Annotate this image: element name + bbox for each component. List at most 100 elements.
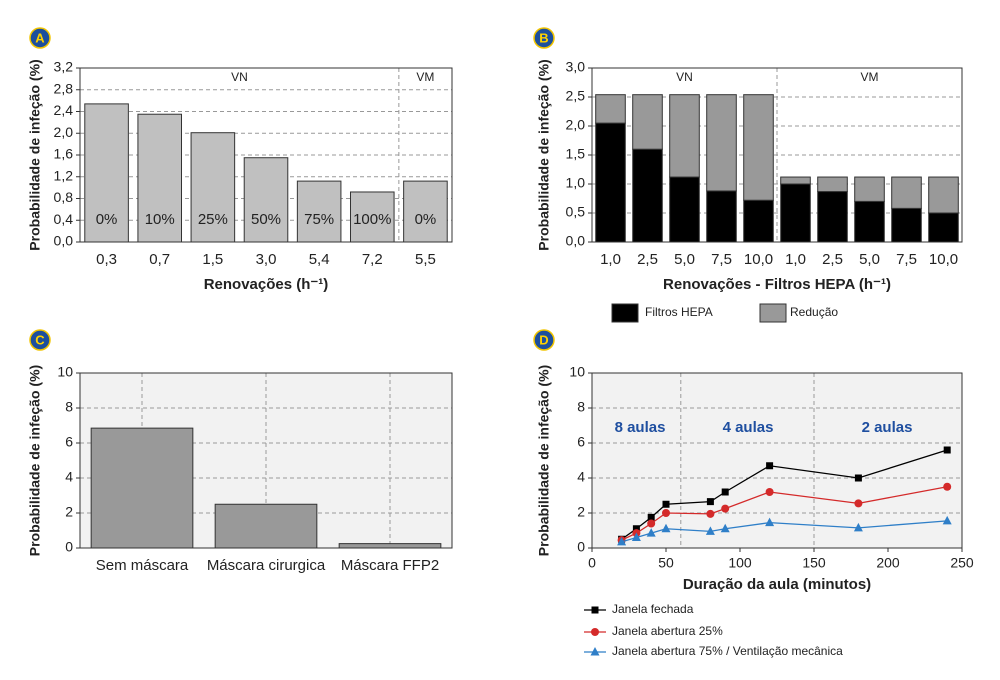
annotation: 8 aulas: [615, 419, 666, 436]
y-tick-label: 8: [577, 399, 585, 415]
bar-label: 50%: [251, 211, 281, 228]
marker: [853, 522, 863, 532]
bar-segment: [632, 94, 663, 150]
y-tick-label: 1,6: [54, 146, 74, 162]
marker: [721, 488, 729, 496]
legend-swatch: [759, 303, 787, 323]
marker: [591, 606, 599, 614]
bar-segment: [706, 94, 737, 192]
y-axis-title: Probabilidade de infeção (%): [27, 365, 43, 556]
marker: [617, 536, 627, 546]
x-tick-label: 150: [802, 555, 826, 571]
x-tick-label: 200: [876, 555, 900, 571]
y-tick-label: 2,8: [54, 80, 74, 96]
y-tick-label: 1,2: [54, 167, 74, 183]
marker: [943, 482, 952, 491]
bar-segment: [780, 176, 811, 185]
y-tick-label: 0: [577, 539, 585, 555]
y-tick-label: 2,0: [566, 117, 586, 133]
plot-frame: [79, 67, 453, 243]
bar: [243, 157, 289, 243]
y-tick-label: 0,0: [566, 233, 586, 249]
marker: [854, 474, 862, 482]
bar-label: 25%: [198, 211, 228, 228]
bar: [90, 427, 194, 549]
marker: [647, 513, 655, 521]
marker: [591, 628, 599, 636]
marker: [765, 517, 775, 527]
x-tick-label: 1,0: [785, 251, 806, 268]
x-tick-label: 10,0: [929, 251, 958, 268]
bar-label: 0%: [96, 211, 118, 228]
y-tick-label: 8: [65, 399, 73, 415]
panel-label: B: [539, 30, 548, 45]
annotation: 2 aulas: [862, 419, 913, 436]
x-tick-label: 5,5: [415, 251, 436, 268]
legend-swatch: [611, 303, 639, 323]
bar: [296, 180, 342, 243]
bar-segment: [817, 191, 848, 243]
legend-label: Janela fechada: [612, 602, 694, 616]
y-axis-title: Probabilidade de infeção (%): [536, 365, 552, 556]
bar-segment: [743, 94, 774, 201]
x-tick-label: Máscara FFP2: [341, 557, 439, 574]
x-tick-label: 2,5: [822, 251, 843, 268]
y-tick-label: 0,8: [54, 189, 74, 205]
bar-label: 75%: [304, 211, 334, 228]
bar-segment: [706, 190, 737, 243]
panel-label: D: [539, 332, 548, 347]
x-tick-label: 0,3: [96, 251, 117, 268]
marker: [854, 499, 863, 508]
y-tick-label: 2: [577, 504, 585, 520]
y-tick-label: 0,0: [54, 233, 74, 249]
x-axis-title: Renovações (h⁻¹): [204, 276, 329, 293]
marker: [632, 525, 640, 533]
bar-segment: [669, 94, 700, 178]
x-tick-label: 7,2: [362, 251, 383, 268]
marker: [765, 488, 774, 496]
y-tick-label: 6: [65, 434, 73, 450]
bar: [214, 503, 318, 549]
y-tick-label: 2,5: [566, 88, 586, 104]
bar: [338, 543, 442, 549]
bar-segment: [891, 176, 922, 209]
x-tick-label: Máscara cirurgica: [207, 557, 326, 574]
marker: [943, 446, 951, 454]
y-tick-label: 6: [577, 434, 585, 450]
legend-label: Janela abertura 25%: [612, 624, 723, 638]
bar-label: 10%: [145, 211, 175, 228]
bar-segment: [928, 176, 959, 214]
y-tick-label: 0: [65, 539, 73, 555]
bar-segment: [817, 176, 848, 193]
marker: [705, 526, 715, 535]
x-axis-title: Duração da aula (minutos): [683, 576, 871, 593]
bar-segment: [595, 122, 626, 243]
y-tick-label: 3,0: [566, 59, 586, 75]
region-label: VM: [416, 70, 434, 84]
marker: [647, 519, 656, 528]
x-tick-label: 50: [658, 555, 674, 571]
marker: [662, 500, 670, 508]
marker: [942, 515, 952, 525]
y-tick-label: 0,5: [566, 204, 586, 220]
y-axis-title: Probabilidade de infeção (%): [27, 59, 43, 250]
x-axis-title: Renovações - Filtros HEPA (h⁻¹): [663, 276, 891, 293]
marker: [646, 528, 656, 537]
marker: [706, 509, 715, 518]
bar-segment: [854, 200, 885, 243]
y-tick-label: 1,0: [566, 175, 586, 191]
panel-badge: [533, 329, 555, 351]
x-tick-label: 2,5: [637, 251, 658, 268]
bar: [190, 132, 236, 243]
x-tick-label: 0,7: [149, 251, 170, 268]
marker: [590, 647, 600, 656]
y-tick-label: 10: [57, 364, 73, 380]
x-tick-label: 250: [950, 555, 974, 571]
marker: [766, 462, 774, 470]
bar-segment: [632, 148, 663, 243]
plot-frame: [79, 372, 453, 549]
x-tick-label: 3,0: [256, 251, 277, 268]
plot-area: [592, 373, 962, 548]
legend-label: Redução: [790, 305, 838, 319]
